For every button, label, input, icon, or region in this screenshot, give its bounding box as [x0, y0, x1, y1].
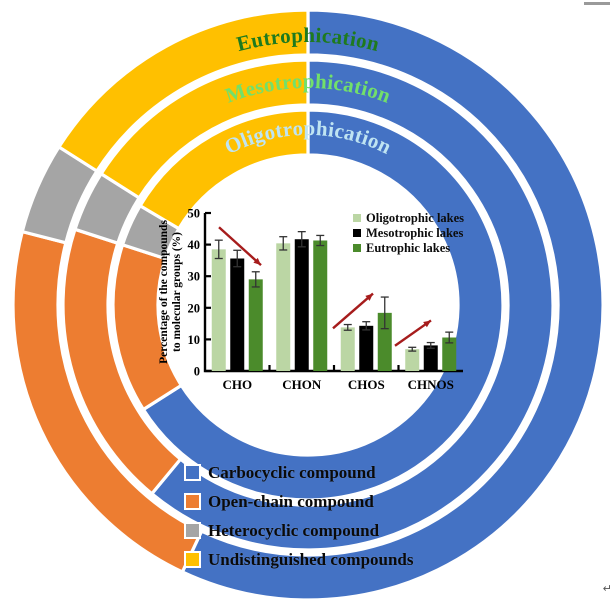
chart-legend-label-0: Oligotrophic lakes — [366, 211, 464, 225]
y-tick-label: 30 — [188, 270, 201, 284]
bar-CHNOS-Mesotrophic[interactable] — [423, 345, 438, 371]
chart-legend-swatch-2 — [353, 244, 361, 252]
error-bar — [316, 234, 325, 247]
x-tick-label: CHOS — [348, 377, 385, 392]
compound-legend: Carbocyclic compound Open-chain compound… — [184, 458, 484, 574]
legend-label-carbocyclic: Carbocyclic compound — [208, 462, 376, 482]
x-tick-label: CHO — [222, 377, 252, 392]
bar-CHNOS-Oligotrophic[interactable] — [405, 349, 420, 371]
bar-CHOS-Mesotrophic[interactable] — [359, 325, 374, 371]
legend-item-carbocyclic[interactable]: Carbocyclic compound — [184, 458, 484, 487]
legend-label-open-chain: Open-chain compound — [208, 491, 374, 511]
bar-CHON-Mesotrophic[interactable] — [294, 239, 309, 371]
chart-legend-swatch-1 — [353, 229, 361, 237]
error-bar — [426, 341, 435, 349]
y-tick-label: 0 — [194, 365, 200, 379]
donut-segment-middle-3[interactable] — [98, 58, 310, 201]
donut-segment-outer-0[interactable] — [180, 8, 605, 602]
trend-arrow-cho-down — [218, 226, 262, 267]
x-tick-label: CHNOS — [408, 377, 454, 392]
top-right-artifact — [584, 2, 610, 5]
x-tick-label: CHON — [282, 377, 322, 392]
ring-oligotrophication — [111, 108, 505, 502]
bottom-right-artifact: ↵ — [602, 583, 612, 595]
bar-CHOS-Oligotrophic[interactable] — [340, 327, 355, 371]
error-bar — [408, 346, 417, 352]
bar-CHON-Eutrophic[interactable] — [313, 240, 328, 371]
error-bar — [233, 249, 242, 268]
legend-swatch-carbocyclic — [184, 464, 201, 481]
error-bar — [214, 239, 223, 260]
bar-CHOS-Eutrophic[interactable] — [377, 312, 392, 371]
error-bar — [251, 271, 260, 288]
error-bar — [445, 331, 454, 344]
chart-legend-label-2: Eutrophic lakes — [366, 241, 450, 255]
donut-segment-inner-3[interactable] — [137, 108, 310, 231]
legend-label-heterocyclic: Heterocyclic compound — [208, 520, 380, 540]
chart-legend-swatch-0 — [353, 214, 361, 222]
trend-arrow-chnos-up — [394, 319, 432, 347]
bar-CHO-Oligotrophic[interactable] — [211, 249, 226, 371]
bar-CHON-Oligotrophic[interactable] — [276, 243, 291, 371]
svg-text:Percentage of the compounds: Percentage of the compounds — [158, 220, 170, 364]
donut-segment-inner-0[interactable] — [141, 108, 505, 502]
error-bar — [362, 321, 371, 331]
svg-text:to molecular groups (%): to molecular groups (%) — [171, 232, 183, 352]
ring-eutrophication — [11, 8, 605, 602]
bar-CHO-Eutrophic[interactable] — [248, 279, 263, 371]
y-tick-label: 50 — [188, 207, 201, 221]
legend-swatch-heterocyclic — [184, 522, 201, 539]
legend-item-undistinguished[interactable]: Undistinguished compounds — [184, 545, 484, 574]
y-tick-label: 10 — [188, 333, 201, 347]
legend-item-open-chain[interactable]: Open-chain compound — [184, 487, 484, 516]
y-axis-label: Percentage of the compounds to molecular … — [158, 220, 183, 364]
legend-swatch-undistinguished — [184, 551, 201, 568]
error-bar — [343, 323, 352, 331]
donut-segment-outer-3[interactable] — [56, 8, 310, 174]
legend-item-heterocyclic[interactable]: Heterocyclic compound — [184, 516, 484, 545]
error-bar — [297, 230, 306, 248]
error-bar — [279, 236, 288, 251]
bar-CHO-Mesotrophic[interactable] — [230, 258, 245, 371]
bar-CHNOS-Eutrophic[interactable] — [442, 337, 457, 371]
legend-swatch-open-chain — [184, 493, 201, 510]
trend-arrow-chos-up — [332, 292, 374, 330]
y-tick-label: 20 — [188, 301, 201, 315]
chart-legend-label-1: Mesotrophic lakes — [366, 226, 463, 240]
inner-bar-chart: 0 10 20 30 40 50 Percentage of the compounds to… — [157, 203, 469, 403]
y-tick-label: 40 — [188, 238, 201, 252]
error-bar — [380, 296, 389, 330]
legend-label-undistinguished: Undistinguished compounds — [208, 549, 414, 569]
